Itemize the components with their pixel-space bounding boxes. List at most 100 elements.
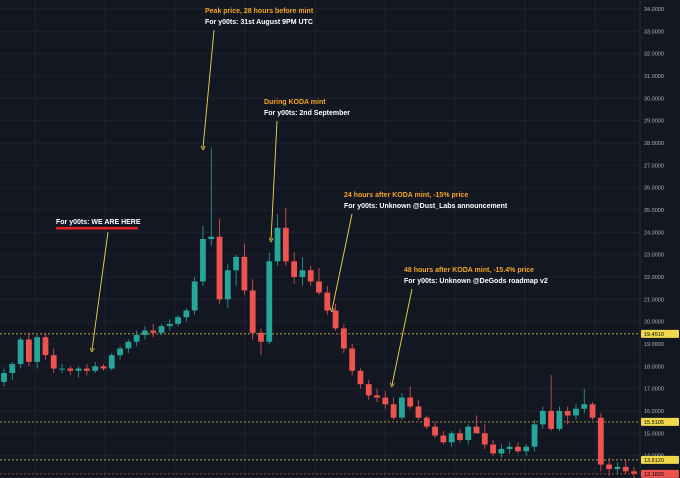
candle-body bbox=[382, 397, 389, 405]
candle bbox=[597, 413, 604, 472]
candle-body bbox=[282, 227, 289, 262]
candle bbox=[282, 207, 289, 266]
y-tick-label: 20.0000 bbox=[644, 320, 664, 326]
candle-body bbox=[614, 466, 621, 470]
annotation-48h-subtitle: For y00ts: Unknown @DeGods roadmap v2 bbox=[404, 278, 548, 285]
candle bbox=[100, 364, 107, 371]
annotation-24h-subtitle: For y00ts: Unknown @Dust_Labs announceme… bbox=[344, 203, 508, 210]
candle bbox=[382, 390, 389, 409]
candle bbox=[506, 442, 513, 454]
candle-body bbox=[357, 370, 364, 385]
candle bbox=[515, 442, 521, 454]
candle-body bbox=[249, 290, 256, 333]
candle bbox=[307, 265, 314, 286]
candle-body bbox=[340, 328, 347, 349]
candle bbox=[208, 147, 215, 246]
candle bbox=[158, 323, 165, 336]
candle-body bbox=[606, 464, 613, 470]
y-tick-label: 16.0000 bbox=[644, 409, 664, 415]
candle bbox=[59, 364, 65, 374]
candle-body bbox=[108, 355, 115, 369]
candle-body bbox=[597, 417, 604, 465]
candle-body bbox=[440, 435, 447, 443]
candle-body bbox=[191, 281, 198, 311]
candle bbox=[216, 218, 223, 304]
candle-body bbox=[556, 410, 563, 429]
candle-body bbox=[365, 384, 372, 396]
candle bbox=[448, 431, 455, 447]
annotation-here-underline bbox=[56, 227, 138, 230]
candle bbox=[150, 323, 157, 338]
candle bbox=[75, 366, 82, 378]
price-badge bbox=[641, 469, 679, 478]
candle-body bbox=[407, 397, 414, 407]
candle bbox=[258, 328, 264, 356]
price-badge bbox=[641, 417, 679, 426]
candle bbox=[249, 279, 256, 340]
candle bbox=[17, 337, 24, 369]
candle bbox=[440, 431, 447, 445]
annotation-here-subtitle: For y00ts: WE ARE HERE bbox=[56, 219, 141, 226]
candle-body bbox=[539, 410, 546, 425]
candle bbox=[614, 462, 621, 474]
candle-body bbox=[142, 330, 148, 336]
candle-body bbox=[457, 433, 463, 441]
candle bbox=[83, 364, 90, 376]
y-tick-label: 28.0000 bbox=[644, 141, 664, 147]
price-badge-label: 13.1820 bbox=[644, 472, 664, 478]
candle bbox=[465, 424, 472, 445]
annotation-48h-title: 48 hours after KODA mint, -15.4% price bbox=[404, 267, 534, 274]
candle bbox=[42, 332, 49, 360]
candle-body bbox=[432, 426, 438, 436]
price-badge-label: 15.5105 bbox=[644, 420, 664, 426]
candle-body bbox=[274, 227, 281, 262]
candle-body bbox=[299, 270, 306, 277]
annotation-peak-arrow bbox=[203, 29, 215, 148]
candle-body bbox=[200, 239, 206, 282]
candle bbox=[523, 444, 530, 456]
candle bbox=[166, 319, 173, 331]
candle bbox=[473, 415, 480, 434]
candle-body bbox=[1, 373, 7, 382]
candle bbox=[25, 332, 32, 367]
candle bbox=[324, 285, 331, 315]
candle-body bbox=[415, 406, 422, 418]
y-tick-label: 32.0000 bbox=[644, 52, 664, 58]
candle bbox=[9, 361, 16, 380]
annotations: Peak price, 28 hours before mint For y00… bbox=[56, 8, 548, 385]
candle-body bbox=[423, 417, 430, 427]
candle bbox=[622, 460, 629, 474]
candle bbox=[34, 335, 41, 369]
candle bbox=[266, 252, 273, 344]
candle-body bbox=[158, 326, 165, 333]
candle-body bbox=[398, 397, 405, 418]
candle-body bbox=[523, 446, 530, 452]
candle-body bbox=[448, 433, 455, 443]
candle bbox=[548, 375, 555, 432]
y-tick-label: 31.0000 bbox=[644, 74, 664, 80]
candle bbox=[125, 339, 132, 353]
y-tick-label: 17.0000 bbox=[644, 387, 664, 393]
y-tick-label: 27.0000 bbox=[644, 163, 664, 169]
y-tick-label: 15.0000 bbox=[644, 431, 664, 437]
candle bbox=[92, 361, 99, 374]
candle-body bbox=[349, 348, 356, 371]
y-tick-label: 29.0000 bbox=[644, 119, 664, 125]
candle bbox=[498, 444, 505, 458]
candle bbox=[556, 406, 563, 432]
candle-body bbox=[332, 310, 339, 329]
candle bbox=[423, 415, 430, 429]
candle-body bbox=[175, 317, 181, 324]
candle-body bbox=[498, 448, 505, 454]
candle bbox=[332, 303, 339, 331]
y-tick-label: 30.0000 bbox=[644, 96, 664, 102]
candle-body bbox=[548, 410, 555, 429]
y-tick-label: 21.0000 bbox=[644, 297, 664, 303]
candle-body bbox=[241, 256, 248, 291]
candle-body bbox=[316, 281, 322, 293]
candle-body bbox=[564, 410, 571, 416]
candle-body bbox=[473, 426, 480, 434]
candle-body bbox=[224, 270, 231, 300]
y-tick-label: 19.0000 bbox=[644, 342, 664, 348]
y-tick-label: 25.0000 bbox=[644, 208, 664, 214]
